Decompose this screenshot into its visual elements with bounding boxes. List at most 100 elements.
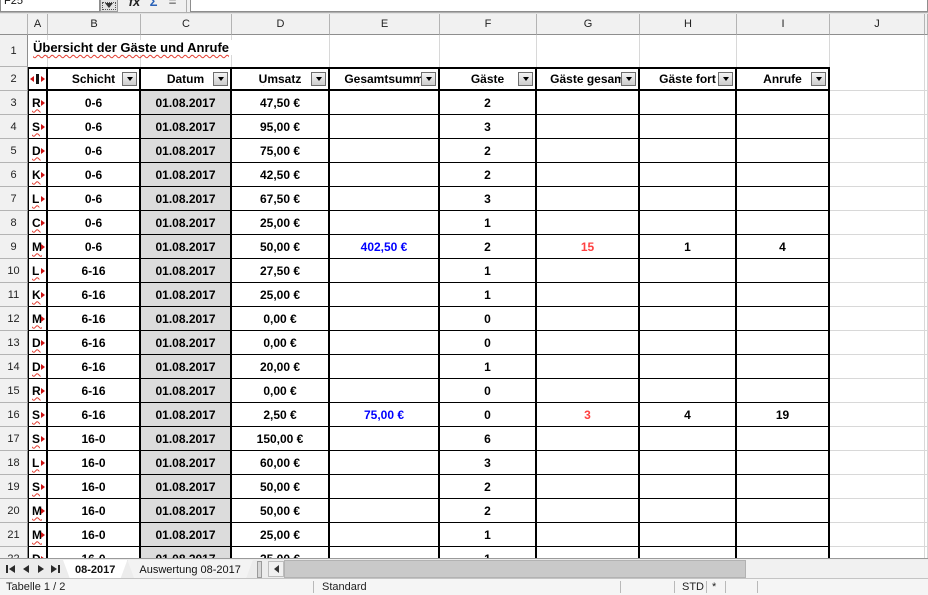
cell-D19[interactable]: 50,00 € (232, 475, 330, 499)
cell-I9[interactable]: 4 (737, 235, 830, 259)
cell-J6[interactable] (830, 163, 925, 187)
cell-A15[interactable]: R (28, 379, 48, 403)
cell-F2[interactable]: Gäste (440, 67, 537, 91)
cell-C13[interactable]: 01.08.2017 (141, 331, 232, 355)
cell-G16[interactable]: 3 (537, 403, 640, 427)
row-header-20[interactable]: 20 (0, 499, 28, 523)
cell-B21[interactable]: 16-0 (48, 523, 141, 547)
sheet-tab-auswertung[interactable]: Auswertung 08-2017 (127, 560, 253, 579)
cell-G17[interactable] (537, 427, 640, 451)
column-header-E[interactable]: E (330, 14, 440, 35)
autofilter-gesamtsumme-button[interactable] (421, 72, 436, 86)
cell-J22[interactable] (830, 547, 925, 558)
cell-D16[interactable]: 2,50 € (232, 403, 330, 427)
cell-H14[interactable] (640, 355, 737, 379)
cell-I3[interactable] (737, 91, 830, 115)
cell-H16[interactable]: 4 (640, 403, 737, 427)
cell-I18[interactable] (737, 451, 830, 475)
cell-E12[interactable] (330, 307, 440, 331)
row-header-14[interactable]: 14 (0, 355, 28, 379)
cell-B4[interactable]: 0-6 (48, 115, 141, 139)
cell-J11[interactable] (830, 283, 925, 307)
cell-F1[interactable] (440, 35, 537, 67)
cell-J3[interactable] (830, 91, 925, 115)
row-header-5[interactable]: 5 (0, 139, 28, 163)
cell-A17[interactable]: S (28, 427, 48, 451)
row-header-3[interactable]: 3 (0, 91, 28, 115)
cell-C21[interactable]: 01.08.2017 (141, 523, 232, 547)
cell-H11[interactable] (640, 283, 737, 307)
cell-F17[interactable]: 6 (440, 427, 537, 451)
name-box[interactable]: F25 (0, 0, 100, 12)
cell-G13[interactable] (537, 331, 640, 355)
cell-D1[interactable] (232, 35, 330, 67)
cell-F13[interactable]: 0 (440, 331, 537, 355)
column-header-D[interactable]: D (232, 14, 330, 35)
cell-C14[interactable]: 01.08.2017 (141, 355, 232, 379)
row-header-9[interactable]: 9 (0, 235, 28, 259)
cell-G5[interactable] (537, 139, 640, 163)
cell-D18[interactable]: 60,00 € (232, 451, 330, 475)
cell-B2[interactable]: Schicht (48, 67, 141, 91)
cell-C22[interactable]: 01.08.2017 (141, 547, 232, 558)
cell-A18[interactable]: L (28, 451, 48, 475)
cell-J17[interactable] (830, 427, 925, 451)
cell-E2[interactable]: Gesamtsumm (330, 67, 440, 91)
cell-B3[interactable]: 0-6 (48, 91, 141, 115)
cell-J12[interactable] (830, 307, 925, 331)
cell-G3[interactable] (537, 91, 640, 115)
cell-B7[interactable]: 0-6 (48, 187, 141, 211)
cell-F15[interactable]: 0 (440, 379, 537, 403)
row-header-8[interactable]: 8 (0, 211, 28, 235)
cell-E10[interactable] (330, 259, 440, 283)
cell-C7[interactable]: 01.08.2017 (141, 187, 232, 211)
cell-D8[interactable]: 25,00 € (232, 211, 330, 235)
cell-D10[interactable]: 27,50 € (232, 259, 330, 283)
cell-H15[interactable] (640, 379, 737, 403)
column-header-F[interactable]: F (440, 14, 537, 35)
cell-H10[interactable] (640, 259, 737, 283)
cell-H2[interactable]: Gäste fort (640, 67, 737, 91)
cell-B6[interactable]: 0-6 (48, 163, 141, 187)
cell-A4[interactable]: S (28, 115, 48, 139)
cell-I7[interactable] (737, 187, 830, 211)
last-sheet-icon[interactable] (48, 561, 63, 577)
cell-H5[interactable] (640, 139, 737, 163)
cell-F18[interactable]: 3 (440, 451, 537, 475)
cell-E7[interactable] (330, 187, 440, 211)
cell-D11[interactable]: 25,00 € (232, 283, 330, 307)
cell-I14[interactable] (737, 355, 830, 379)
cell-J5[interactable] (830, 139, 925, 163)
cell-B8[interactable]: 0-6 (48, 211, 141, 235)
cell-B20[interactable]: 16-0 (48, 499, 141, 523)
autofilter-gaeste_fort-button[interactable] (718, 72, 733, 86)
cell-J16[interactable] (830, 403, 925, 427)
cell-E16[interactable]: 75,00 € (330, 403, 440, 427)
cell-B11[interactable]: 6-16 (48, 283, 141, 307)
cell-I6[interactable] (737, 163, 830, 187)
cell-D15[interactable]: 0,00 € (232, 379, 330, 403)
row-header-10[interactable]: 10 (0, 259, 28, 283)
cell-H12[interactable] (640, 307, 737, 331)
cell-F4[interactable]: 3 (440, 115, 537, 139)
cell-B9[interactable]: 0-6 (48, 235, 141, 259)
cell-C5[interactable]: 01.08.2017 (141, 139, 232, 163)
cell-H17[interactable] (640, 427, 737, 451)
cell-I13[interactable] (737, 331, 830, 355)
cell-I5[interactable] (737, 139, 830, 163)
status-page-style[interactable]: Standard (322, 581, 367, 593)
cell-E5[interactable] (330, 139, 440, 163)
cell-C15[interactable]: 01.08.2017 (141, 379, 232, 403)
row-header-17[interactable]: 17 (0, 427, 28, 451)
name-box-dropdown-icon[interactable] (100, 0, 118, 12)
cell-G1[interactable] (537, 35, 640, 67)
cell-D17[interactable]: 150,00 € (232, 427, 330, 451)
horizontal-scrollbar-thumb[interactable] (284, 560, 746, 578)
row-header-13[interactable]: 13 (0, 331, 28, 355)
cell-A16[interactable]: S (28, 403, 48, 427)
cell-J2[interactable] (830, 67, 925, 91)
status-selection-mode[interactable]: STD (682, 581, 704, 593)
cell-D22[interactable]: 25,00 € (232, 547, 330, 558)
previous-sheet-icon[interactable] (18, 561, 33, 577)
cell-C10[interactable]: 01.08.2017 (141, 259, 232, 283)
